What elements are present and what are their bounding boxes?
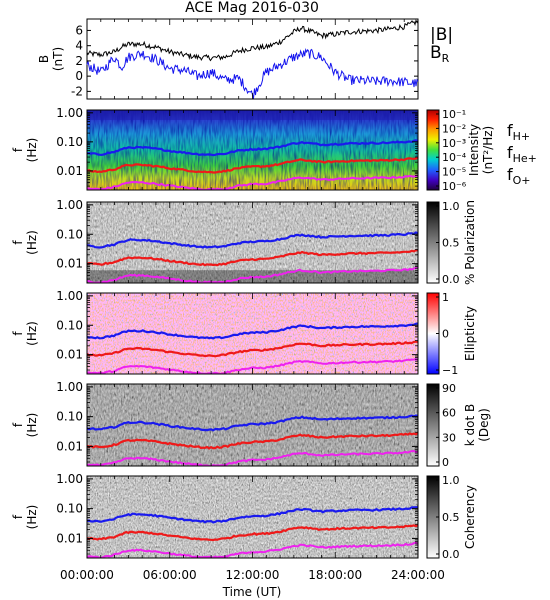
colorbar-tick-label: −1 xyxy=(442,364,458,377)
colorbar-tick-label: 10⁻² xyxy=(442,122,466,135)
gyrofrequency-f-h-line xyxy=(87,414,418,432)
colorbar-tick-label: 0.5 xyxy=(442,237,460,250)
colorbar-tick-label: 0.5 xyxy=(442,511,460,524)
y-axis-label: f(Hz) xyxy=(11,505,39,530)
colorbar-label: Ellipticity xyxy=(463,306,477,361)
y-tick-label: 0.10 xyxy=(56,135,83,149)
colorbar-tick-label: 10⁻⁵ xyxy=(442,166,466,179)
y-tick-label: -2 xyxy=(71,84,83,98)
colorbar-label: % Polarization xyxy=(463,200,477,285)
gyrofrequency-legend-2: fO+ xyxy=(507,165,531,187)
y-tick-label: 1.00 xyxy=(56,472,83,486)
x-tick-label: 06:00:00 xyxy=(143,568,197,582)
y-tick-label: 1.00 xyxy=(56,380,83,394)
y-axis-label: B(nT) xyxy=(37,47,65,71)
colorbar xyxy=(426,109,440,191)
colorbar-tick-label: 10⁻⁶ xyxy=(442,180,467,193)
gyrofrequency-f-he-line xyxy=(87,249,418,267)
gyrofrequency-f-he-line xyxy=(87,431,418,450)
colorbar-tick-label: 10⁻¹ xyxy=(442,108,466,121)
colorbar-tick-label: 1 xyxy=(442,291,449,304)
gyrofrequency-f-he-line xyxy=(87,340,418,358)
colorbar-tick-label: 60 xyxy=(442,407,456,420)
series-b-total-line xyxy=(86,19,419,62)
gyrofrequency-f-o-line xyxy=(87,449,418,466)
legend-b-total: |B| xyxy=(430,25,453,45)
y-tick-label: 1.00 xyxy=(56,198,83,212)
y-tick-label: 2 xyxy=(75,54,83,68)
colorbar-label: k dot B(Deg) xyxy=(463,404,491,446)
spectrogram-panel-4: 1.00 0.10 0.01 f(Hz) 90 60 30 0 k dot B(Deg) xyxy=(11,380,491,469)
colorbar-tick-label: 10⁻³ xyxy=(442,137,466,150)
colorbar-label: Coherency xyxy=(463,485,477,549)
spectrogram-panel-2: 1.00 0.10 0.01 f(Hz) 1.0 0.5 0.0% Polarization xyxy=(11,198,477,286)
y-tick-label: 0 xyxy=(75,69,83,83)
y-axis-label: f(Hz) xyxy=(11,321,39,346)
gyrofrequency-f-he-line xyxy=(87,524,418,542)
x-tick-label: 00:00:00 xyxy=(60,568,114,582)
colorbar-tick-label: 1.0 xyxy=(442,200,460,213)
y-tick-label: 1.00 xyxy=(56,106,83,120)
gyrofrequency-f-he-line xyxy=(87,156,418,174)
colorbar-tick-label: 0 xyxy=(442,328,449,341)
spectrogram-panel-1: 1.00 0.10 0.01 f(Hz) 10⁻¹10⁻² 10⁻³10⁻⁴ 10⁻⁵10⁻… xyxy=(11,106,537,193)
gyrofrequency-legend-1: fHe+ xyxy=(507,143,537,165)
y-tick-label: 0.10 xyxy=(56,318,83,332)
colorbar-tick-label: 30 xyxy=(442,431,456,444)
colorbar-tick-label: 0.0 xyxy=(442,548,460,561)
gyrofrequency-f-o-line xyxy=(87,358,418,374)
y-tick-label: 0.10 xyxy=(56,410,83,424)
colorbar-tick-label: 90 xyxy=(442,382,456,395)
gyrofrequency-f-h-line xyxy=(87,139,418,157)
y-tick-label: 0.01 xyxy=(56,439,83,453)
spectrogram-panel-3: 1.00 0.10 0.01 f(Hz) 1 0 −1 Ellipticity xyxy=(11,289,477,377)
legend-b-r: BR xyxy=(430,43,450,65)
x-tick-label: 12:00:00 xyxy=(226,568,280,582)
y-axis-label: f(Hz) xyxy=(11,138,39,163)
gyrofrequency-legend-0: fH+ xyxy=(507,121,530,143)
colorbar-tick-label: 0.0 xyxy=(442,273,460,286)
y-axis-label: f(Hz) xyxy=(11,230,39,255)
x-tick-label: 18:00:00 xyxy=(308,568,362,582)
y-axis-label: f(Hz) xyxy=(11,413,39,438)
y-tick-label: 0.10 xyxy=(56,502,83,516)
y-tick-label: 0.01 xyxy=(56,348,83,362)
b-field-plot-frame xyxy=(86,18,419,100)
colorbar-tick-label: 0 xyxy=(442,456,449,469)
y-tick-label: 0.01 xyxy=(56,531,83,545)
y-tick-label: 1.00 xyxy=(56,289,83,303)
y-tick-label: 0.10 xyxy=(56,227,83,241)
colorbar-tick-label: 1.0 xyxy=(442,474,460,487)
gyrofrequency-f-h-line xyxy=(87,322,418,340)
y-tick-label: 4 xyxy=(75,39,83,53)
colorbar xyxy=(426,383,440,467)
colorbar-tick-label: 10⁻⁴ xyxy=(442,151,467,164)
x-tick-label: 24:00:00 xyxy=(391,568,445,582)
y-tick-label: 0.01 xyxy=(56,257,83,271)
y-tick-label: 6 xyxy=(75,23,83,37)
gyrofrequency-f-h-line xyxy=(87,506,418,524)
chart-title: ACE Mag 2016-030 xyxy=(185,0,319,16)
gyrofrequency-f-h-line xyxy=(87,231,418,249)
colorbar-label: Intensity(nT²/Hz) xyxy=(467,124,495,176)
y-tick-label: 0.01 xyxy=(56,164,83,178)
x-axis-label: Time (UT) xyxy=(222,585,282,599)
